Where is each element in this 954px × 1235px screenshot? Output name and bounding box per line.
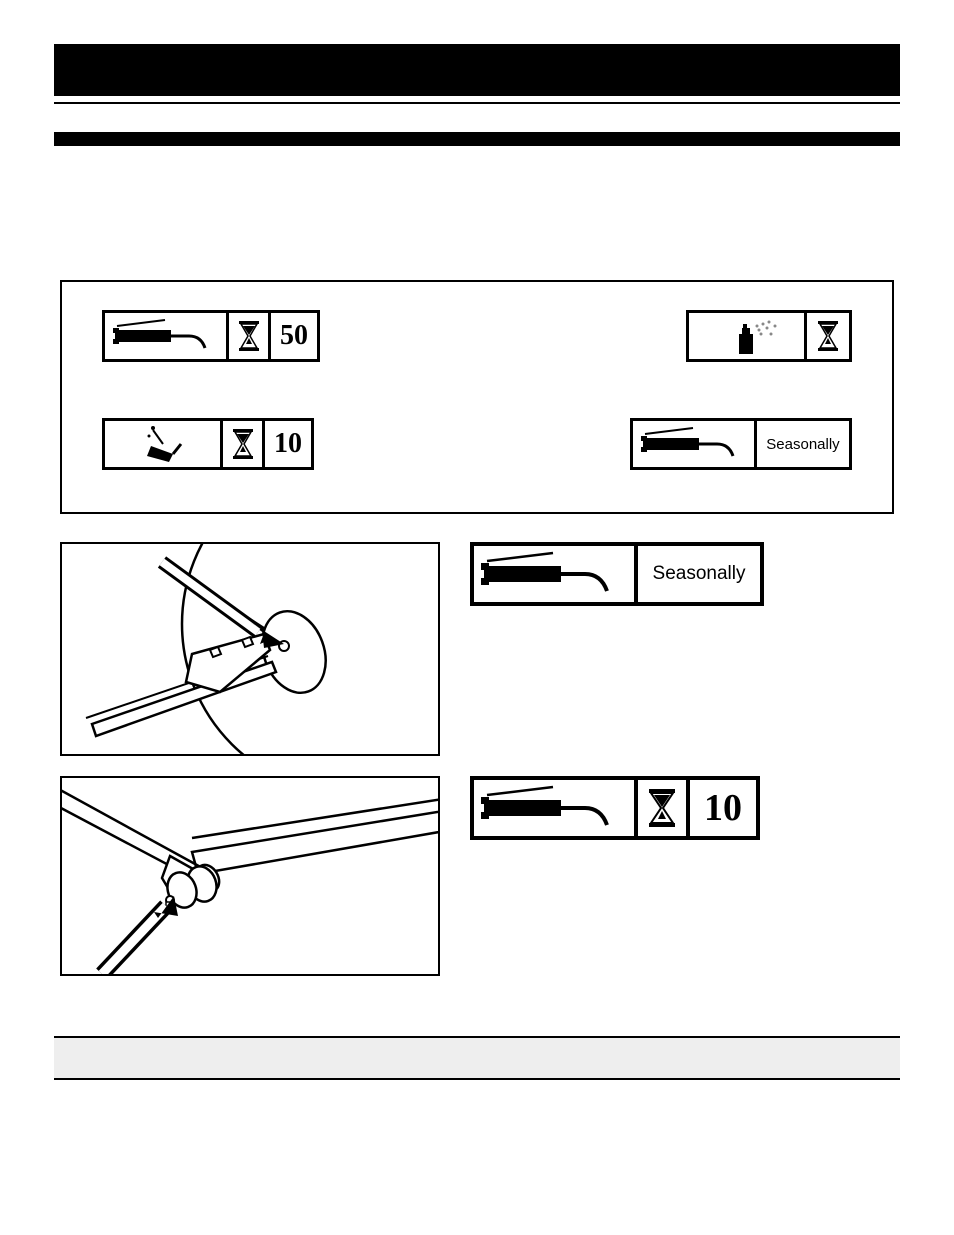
callout-interval-label: Seasonally	[638, 546, 760, 602]
icon-legend-box: 50	[60, 280, 894, 514]
wheel-hub-diagram	[60, 542, 440, 756]
hourglass-icon	[223, 421, 265, 467]
legend-interval-label: Seasonally	[757, 421, 849, 467]
legend-oil-10: 10	[102, 418, 314, 470]
diagram-row-pivot: 10	[60, 776, 894, 976]
legend-grease-50: 50	[102, 310, 320, 362]
legend-hours-value: 50	[271, 313, 317, 359]
hourglass-icon	[807, 313, 849, 359]
callout-hours-value: 10	[690, 780, 756, 836]
spray-can-icon	[689, 313, 807, 359]
footer-left-cell	[54, 1038, 284, 1078]
section-bar	[54, 132, 900, 146]
footer-right-cell	[284, 1038, 900, 1078]
legend-grease-seasonally: Seasonally	[630, 418, 852, 470]
grease-gun-icon	[105, 313, 229, 359]
manual-page: 50	[0, 0, 954, 1150]
hourglass-icon	[229, 313, 271, 359]
grease-gun-icon	[633, 421, 757, 467]
legend-spray	[686, 310, 852, 362]
pivot-pin-diagram	[60, 776, 440, 976]
icon-legend-row: 50	[102, 310, 852, 362]
callout-wheel-label: Seasonally	[470, 542, 764, 606]
footer-band	[54, 1038, 900, 1078]
oil-can-icon	[105, 421, 223, 467]
diagram-row-wheel: Seasonally	[60, 542, 894, 756]
grease-gun-icon	[474, 780, 638, 836]
diagram-section: Seasonally	[54, 542, 900, 976]
title-bar	[54, 44, 900, 96]
grease-gun-icon	[474, 546, 638, 602]
legend-hours-value: 10	[265, 421, 311, 467]
icon-legend-row: 10 Seasonally	[102, 418, 852, 470]
callout-pivot-label: 10	[470, 776, 760, 840]
hourglass-icon	[638, 780, 690, 836]
